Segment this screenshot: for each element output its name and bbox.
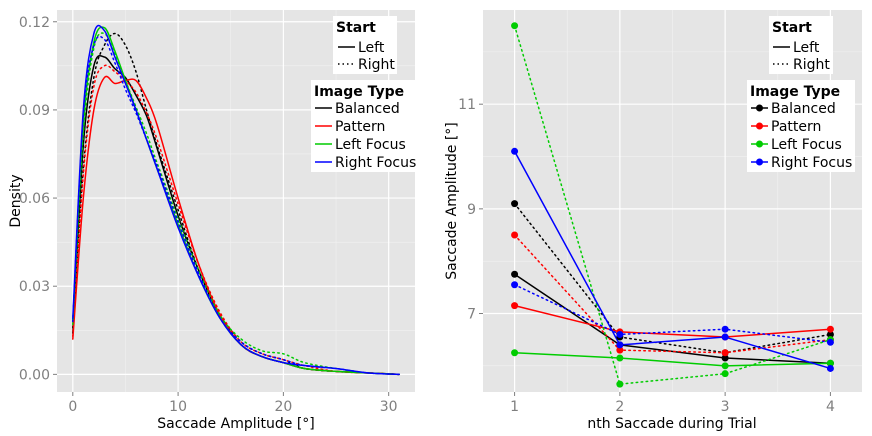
amplitude-lines	[513, 24, 832, 385]
legend-image-entry: Right Focus	[771, 155, 852, 171]
amplitude-series-balanced-right	[513, 202, 832, 354]
amplitude-point-right-focus-left	[511, 147, 519, 155]
density-legend-start: Start Left Right	[333, 16, 397, 74]
amplitude-point-left-focus-left	[616, 354, 624, 362]
legend-image-entry: Pattern	[771, 119, 821, 135]
density-x-axis-title: Saccade Amplitude [°]	[157, 416, 315, 432]
amplitude-series-pattern-right	[513, 234, 832, 354]
legend-start-entry: Left	[358, 40, 385, 56]
legend-key-balanced-point	[756, 104, 763, 112]
amplitude-series-left-focus-right	[513, 24, 832, 385]
amplitude-series-right-focus-left	[513, 150, 832, 370]
legend-start-entry: Right	[358, 57, 395, 73]
legend-image-entry: Balanced	[335, 101, 400, 117]
amplitude-point-right-focus-right	[616, 330, 624, 338]
density-tick-labels: 0 10 20 30 0.00 0.03 0.06 0.09 0.12	[19, 15, 398, 415]
legend-image-entry: Left Focus	[335, 137, 406, 153]
amplitude-x-tick-label: 2	[615, 399, 624, 415]
amplitude-point-right-focus-right	[721, 325, 729, 333]
amplitude-panel: 1 2 3 4 7 9 11 nth Saccade during Trial Saccad…	[444, 10, 862, 432]
amplitude-point-pattern-right	[721, 349, 729, 357]
legend-image-entry: Pattern	[335, 119, 385, 135]
amplitude-point-left-focus-right	[721, 370, 729, 378]
amplitude-points	[511, 22, 834, 388]
amplitude-x-tick-label: 1	[510, 399, 519, 415]
amplitude-point-pattern-left	[511, 302, 519, 310]
legend-start-title: Start	[772, 20, 812, 36]
density-x-tick-label: 30	[380, 399, 398, 415]
amplitude-legend-start: Start Left Right	[769, 16, 833, 74]
amplitude-y-axis-title: Saccade Amplitude [°]	[444, 122, 460, 280]
amplitude-x-tick-label: 4	[826, 399, 835, 415]
density-series-right-focus-right	[72, 35, 400, 376]
amplitude-series-balanced-left	[513, 273, 832, 364]
density-curves	[72, 24, 400, 376]
legend-key-pattern-point	[756, 122, 763, 130]
amplitude-y-tick-label: 11	[458, 97, 476, 113]
density-y-tick-label: 0.12	[19, 15, 50, 31]
legend-image-title: Image Type	[750, 84, 840, 100]
amplitude-point-left-focus-left	[826, 359, 834, 367]
legend-image-entry: Balanced	[771, 101, 836, 117]
density-y-tick-label: 0.03	[19, 279, 50, 295]
legend-key-left-focus-point	[756, 140, 763, 148]
density-x-tick-label: 0	[68, 399, 77, 415]
amplitude-point-left-focus-right	[616, 380, 624, 388]
density-x-tick-label: 20	[274, 399, 292, 415]
amplitude-y-tick-label: 7	[467, 307, 476, 323]
amplitude-point-left-focus-right	[511, 22, 519, 30]
legend-start-title: Start	[336, 20, 376, 36]
density-y-tick-label: 0.09	[19, 103, 50, 119]
amplitude-point-left-focus-left	[721, 362, 729, 370]
amplitude-x-tick-label: 3	[721, 399, 730, 415]
density-legend-image-type: Image Type Balanced Pattern Left Focus R…	[311, 80, 417, 172]
legend-key-right-focus-point	[756, 158, 763, 166]
amplitude-y-tick-label: 9	[467, 202, 476, 218]
density-panel: 0 10 20 30 0.00 0.03 0.06 0.09 0.12 Saccade Ampl…	[8, 10, 417, 432]
amplitude-point-pattern-right	[511, 231, 519, 239]
legend-start-entry: Left	[793, 40, 820, 56]
density-y-tick-label: 0.00	[19, 367, 50, 383]
amplitude-point-pattern-right	[616, 346, 624, 354]
legend-image-entry: Right Focus	[335, 155, 416, 171]
legend-image-title: Image Type	[314, 84, 404, 100]
amplitude-point-balanced-left	[721, 354, 729, 362]
amplitude-point-right-focus-right	[826, 338, 834, 346]
amplitude-point-balanced-right	[826, 330, 834, 338]
amplitude-series-pattern-left	[513, 304, 832, 338]
amplitude-point-right-focus-right	[511, 281, 519, 289]
legend-start-entry: Right	[793, 57, 830, 73]
amplitude-point-balanced-right	[511, 200, 519, 208]
amplitude-x-axis-title: nth Saccade during Trial	[587, 416, 756, 432]
amplitude-point-left-focus-left	[511, 349, 519, 357]
amplitude-point-right-focus-left	[826, 364, 834, 372]
legend-image-entry: Left Focus	[771, 137, 842, 153]
density-y-axis-title: Density	[8, 174, 24, 227]
amplitude-legend-image-type: Image Type Balanced Pattern Left Focus R…	[747, 80, 855, 172]
amplitude-series-right-focus-right	[513, 283, 832, 344]
amplitude-series-left-focus-left	[513, 352, 832, 367]
density-y-tick-label: 0.06	[19, 191, 50, 207]
amplitude-point-pattern-left	[826, 325, 834, 333]
amplitude-point-balanced-left	[511, 270, 519, 278]
legend-background	[769, 16, 833, 74]
amplitude-point-right-focus-left	[721, 333, 729, 341]
amplitude-tick-labels: 1 2 3 4 7 9 11	[458, 97, 835, 415]
amplitude-point-right-focus-left	[616, 341, 624, 349]
density-x-tick-label: 10	[169, 399, 187, 415]
